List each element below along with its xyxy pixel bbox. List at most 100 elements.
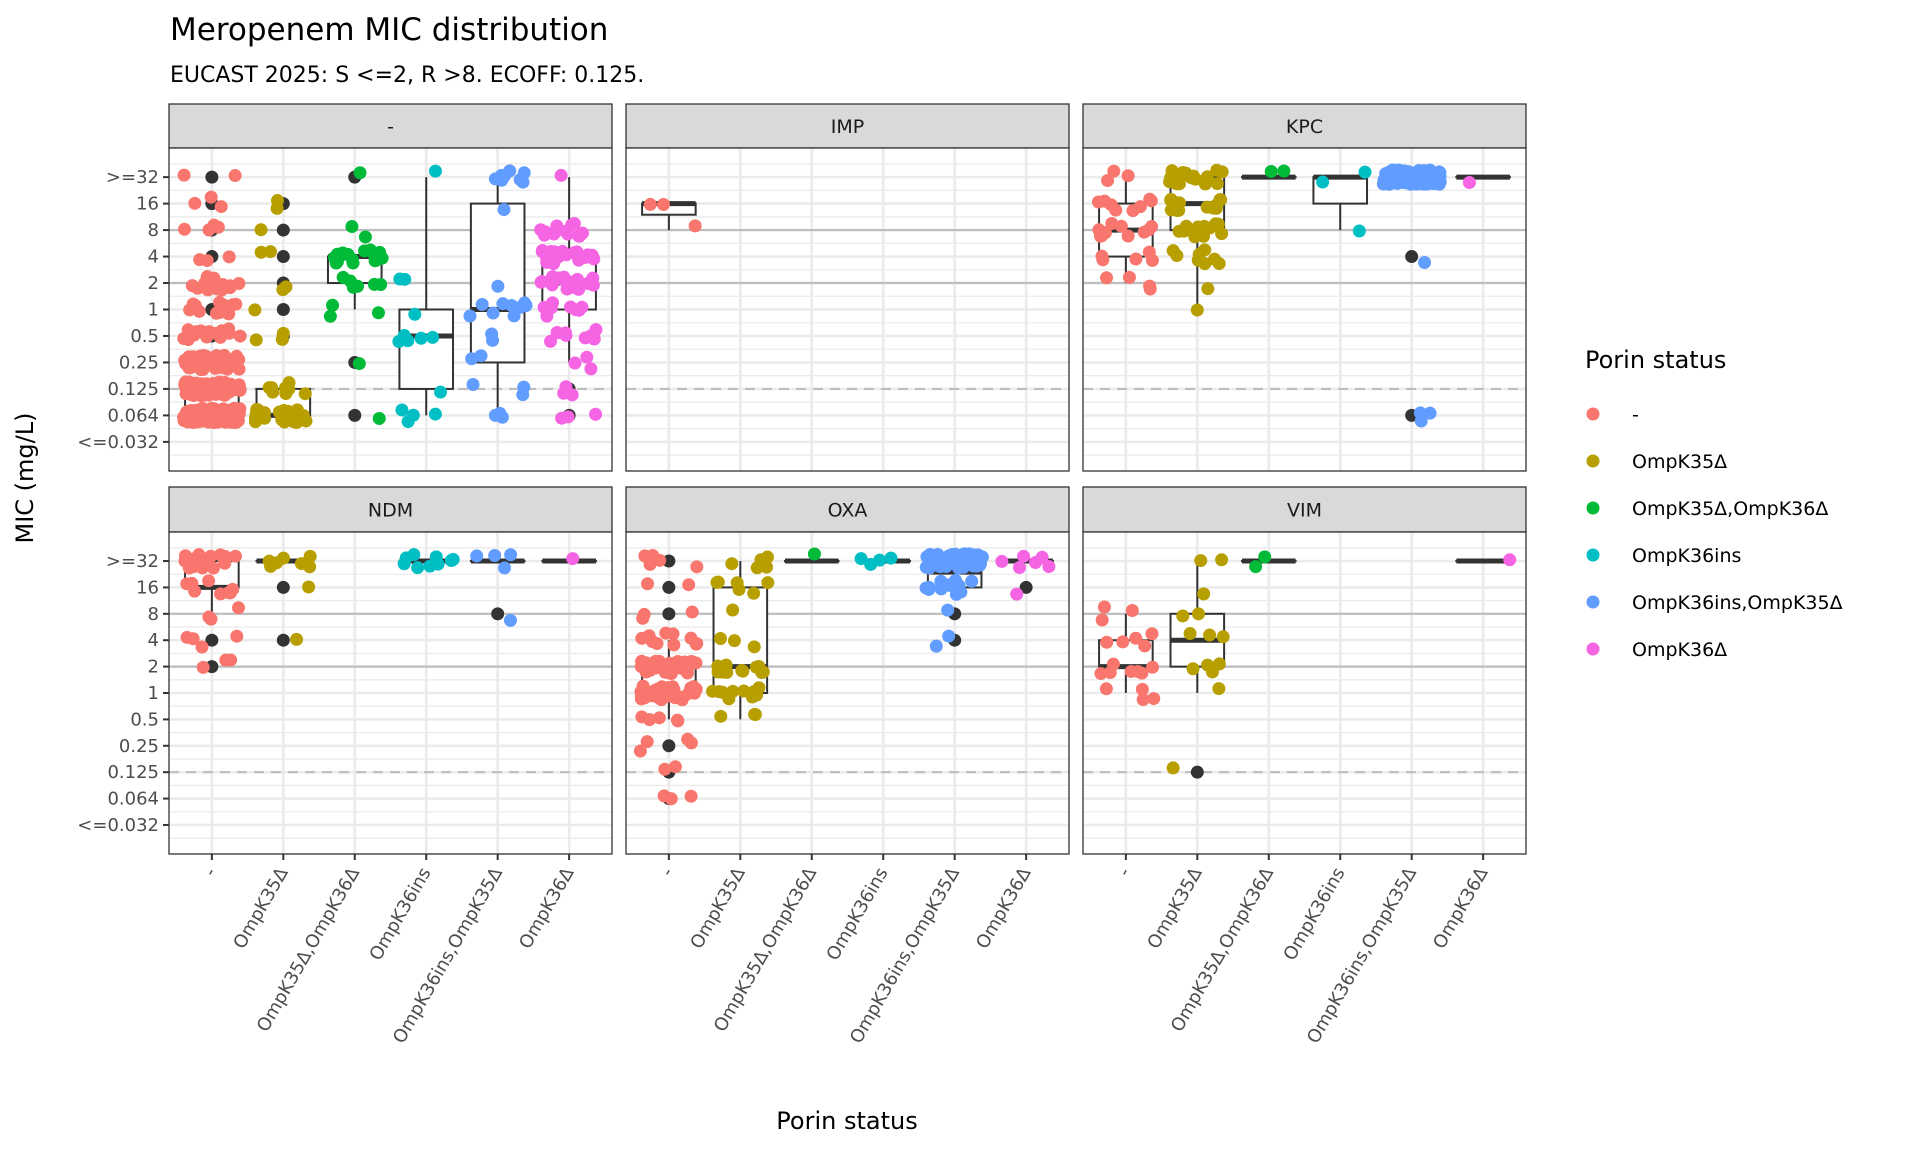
data-point [287,412,301,426]
data-point [555,272,569,286]
data-point [222,250,236,264]
data-point [726,603,740,617]
data-point [296,408,310,422]
data-point [188,552,202,566]
y-tick-label: 0.064 [107,789,159,810]
data-point [202,574,216,588]
data-point [222,586,236,600]
data-point [516,388,530,402]
data-point [807,547,821,561]
data-point [730,576,744,590]
data-point [1190,303,1204,317]
outlier-point [205,633,219,647]
data-point [434,385,448,399]
data-point [177,222,191,236]
data-point [748,707,762,721]
data-point [1197,587,1211,601]
facet-strip [1082,103,1527,149]
data-point [750,561,764,575]
outlier-point [1190,765,1204,779]
data-point [1201,658,1215,672]
data-point [1414,414,1428,428]
data-point [265,381,279,395]
y-tick-label: 0.5 [130,709,159,730]
y-tick-label: 0.25 [119,736,159,757]
legend-key [1586,595,1600,609]
facet-strip-label: IMP [831,116,864,138]
data-point [1316,175,1330,189]
data-point [254,223,268,237]
x-tick-label: OmpK35Δ [229,863,293,952]
data-point [230,629,244,643]
x-tick-label: OmpK35Δ [686,863,750,952]
data-point [345,220,359,234]
y-tick-label: <=0.032 [77,815,159,836]
data-point [722,692,736,706]
data-point [1109,203,1123,217]
data-point [537,228,551,242]
data-point [200,254,214,268]
data-point [186,632,200,646]
data-point [725,557,739,571]
data-point [488,408,502,422]
data-point [714,632,728,646]
data-point [1125,604,1139,618]
data-point [554,168,568,182]
data-point [657,197,671,211]
jitter-points-- [1094,600,1161,707]
data-point [547,227,561,241]
data-point [195,640,209,654]
outlier-point [662,607,676,621]
data-point [226,405,240,419]
data-point [681,656,695,670]
data-point [884,551,898,565]
data-point [572,253,586,267]
data-point [559,380,573,394]
data-point [1179,219,1193,233]
data-point [971,556,985,570]
legend-item: OmpK36ins,OmpK35Δ [1586,592,1843,614]
data-point [864,557,878,571]
data-point [200,377,214,391]
data-point [1135,682,1149,696]
data-point [1101,174,1115,188]
facet-strip [168,486,613,533]
data-point [578,331,592,345]
data-point [737,684,751,698]
data-point [1107,164,1121,178]
data-point [398,272,412,286]
data-point [264,245,278,259]
data-point [367,247,381,261]
data-point [658,663,672,677]
data-point [194,351,208,365]
data-point [232,362,246,376]
x-tick-label: - [1114,864,1135,880]
data-point [1423,406,1437,420]
data-point [374,277,388,291]
data-point [276,551,290,565]
y-tick-label: >=32 [106,551,159,572]
y-tick-label: 0.5 [130,326,159,347]
data-point [1166,761,1180,775]
data-point [586,278,600,292]
data-point [550,326,564,340]
data-point [475,297,489,311]
data-point [208,361,222,375]
data-point [249,333,263,347]
facet-panels: - <=0.032 0.064 0.125 0.25 0.5 1 2 4 8 16 >=32 IMP KP… [77,103,1527,1047]
jitter-points-OmpK35Δ,OmpK36Δ [1264,164,1291,178]
data-point [555,244,569,258]
legend-item: OmpK36Δ [1586,639,1727,661]
x-tick-label: OmpK36Δ [515,863,579,952]
x-tick-label: OmpK36Δ [972,863,1036,952]
data-point [537,300,551,314]
data-point [1194,554,1208,568]
data-point [222,322,236,336]
data-point [589,407,603,421]
data-point [1129,631,1143,645]
data-point [633,744,647,758]
data-point [202,223,216,237]
data-point [497,203,511,217]
data-point [201,283,215,297]
data-point [178,353,192,367]
